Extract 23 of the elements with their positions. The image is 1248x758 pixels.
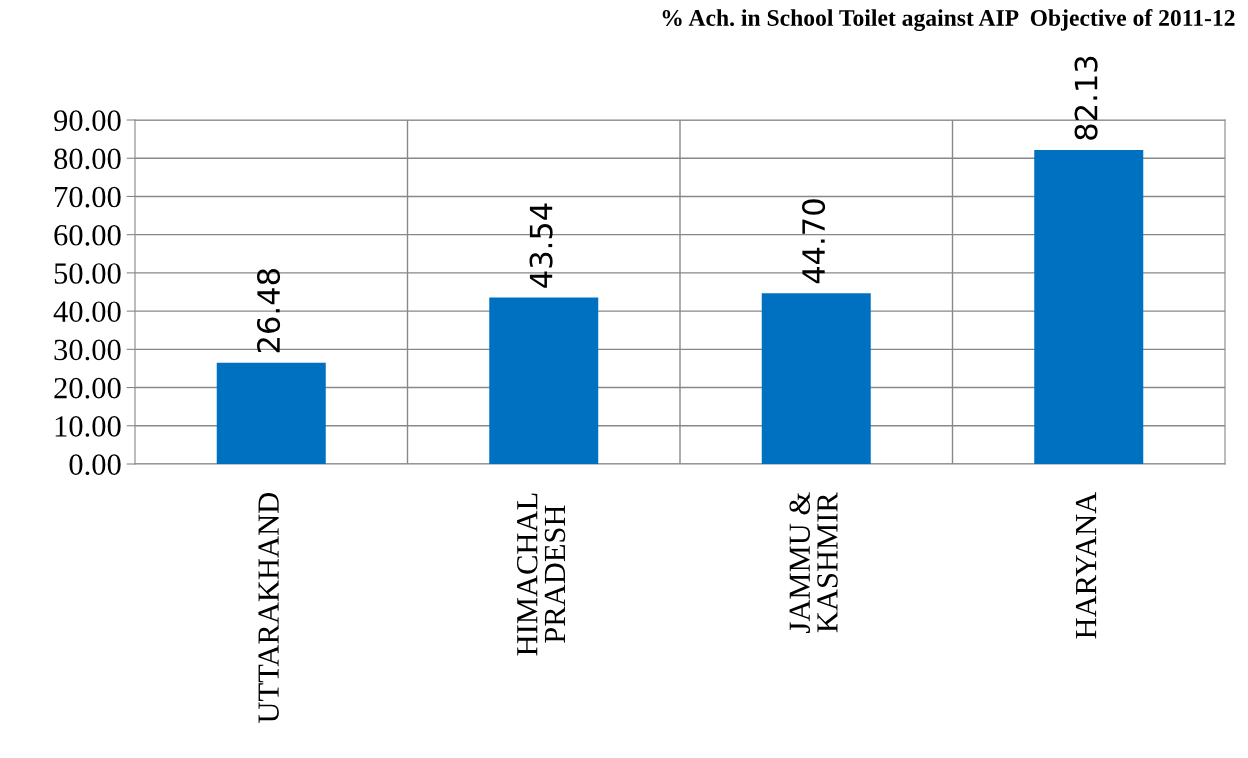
x-tick-label: UTTARAKHAND: [258, 493, 279, 723]
y-tick-label: 60.00: [54, 224, 121, 246]
y-tick-label: 0.00: [69, 454, 121, 476]
chart-title: % Ach. in School Toilet against AIP Objective of 2011-12: [662, 9, 1235, 31]
y-tick-label: 50.00: [54, 263, 121, 284]
bar: [216, 362, 326, 464]
y-tick-label: 90.00: [54, 110, 121, 132]
bar: [1034, 150, 1144, 464]
data-label: 26.48: [257, 269, 281, 353]
y-tick-label: 70.00: [55, 186, 121, 208]
bar: [489, 297, 599, 464]
y-tick-label: 40.00: [53, 301, 121, 323]
data-label: 44.70: [802, 199, 826, 284]
bar: [761, 293, 871, 464]
y-tick-label: 20.00: [54, 377, 121, 399]
y-tick-label: 80.00: [54, 148, 121, 170]
data-label: 43.54: [529, 203, 553, 288]
y-tick-label: 30.00: [54, 339, 121, 361]
y-tick-label: 10.00: [55, 416, 121, 437]
x-tick-label: HIMACHAL PRADESH: [517, 493, 566, 656]
x-tick-label: JAMMU & KASHMIR: [789, 492, 838, 633]
data-label: 82.13: [1074, 56, 1098, 140]
x-tick-label: HARYANA: [1075, 492, 1097, 639]
